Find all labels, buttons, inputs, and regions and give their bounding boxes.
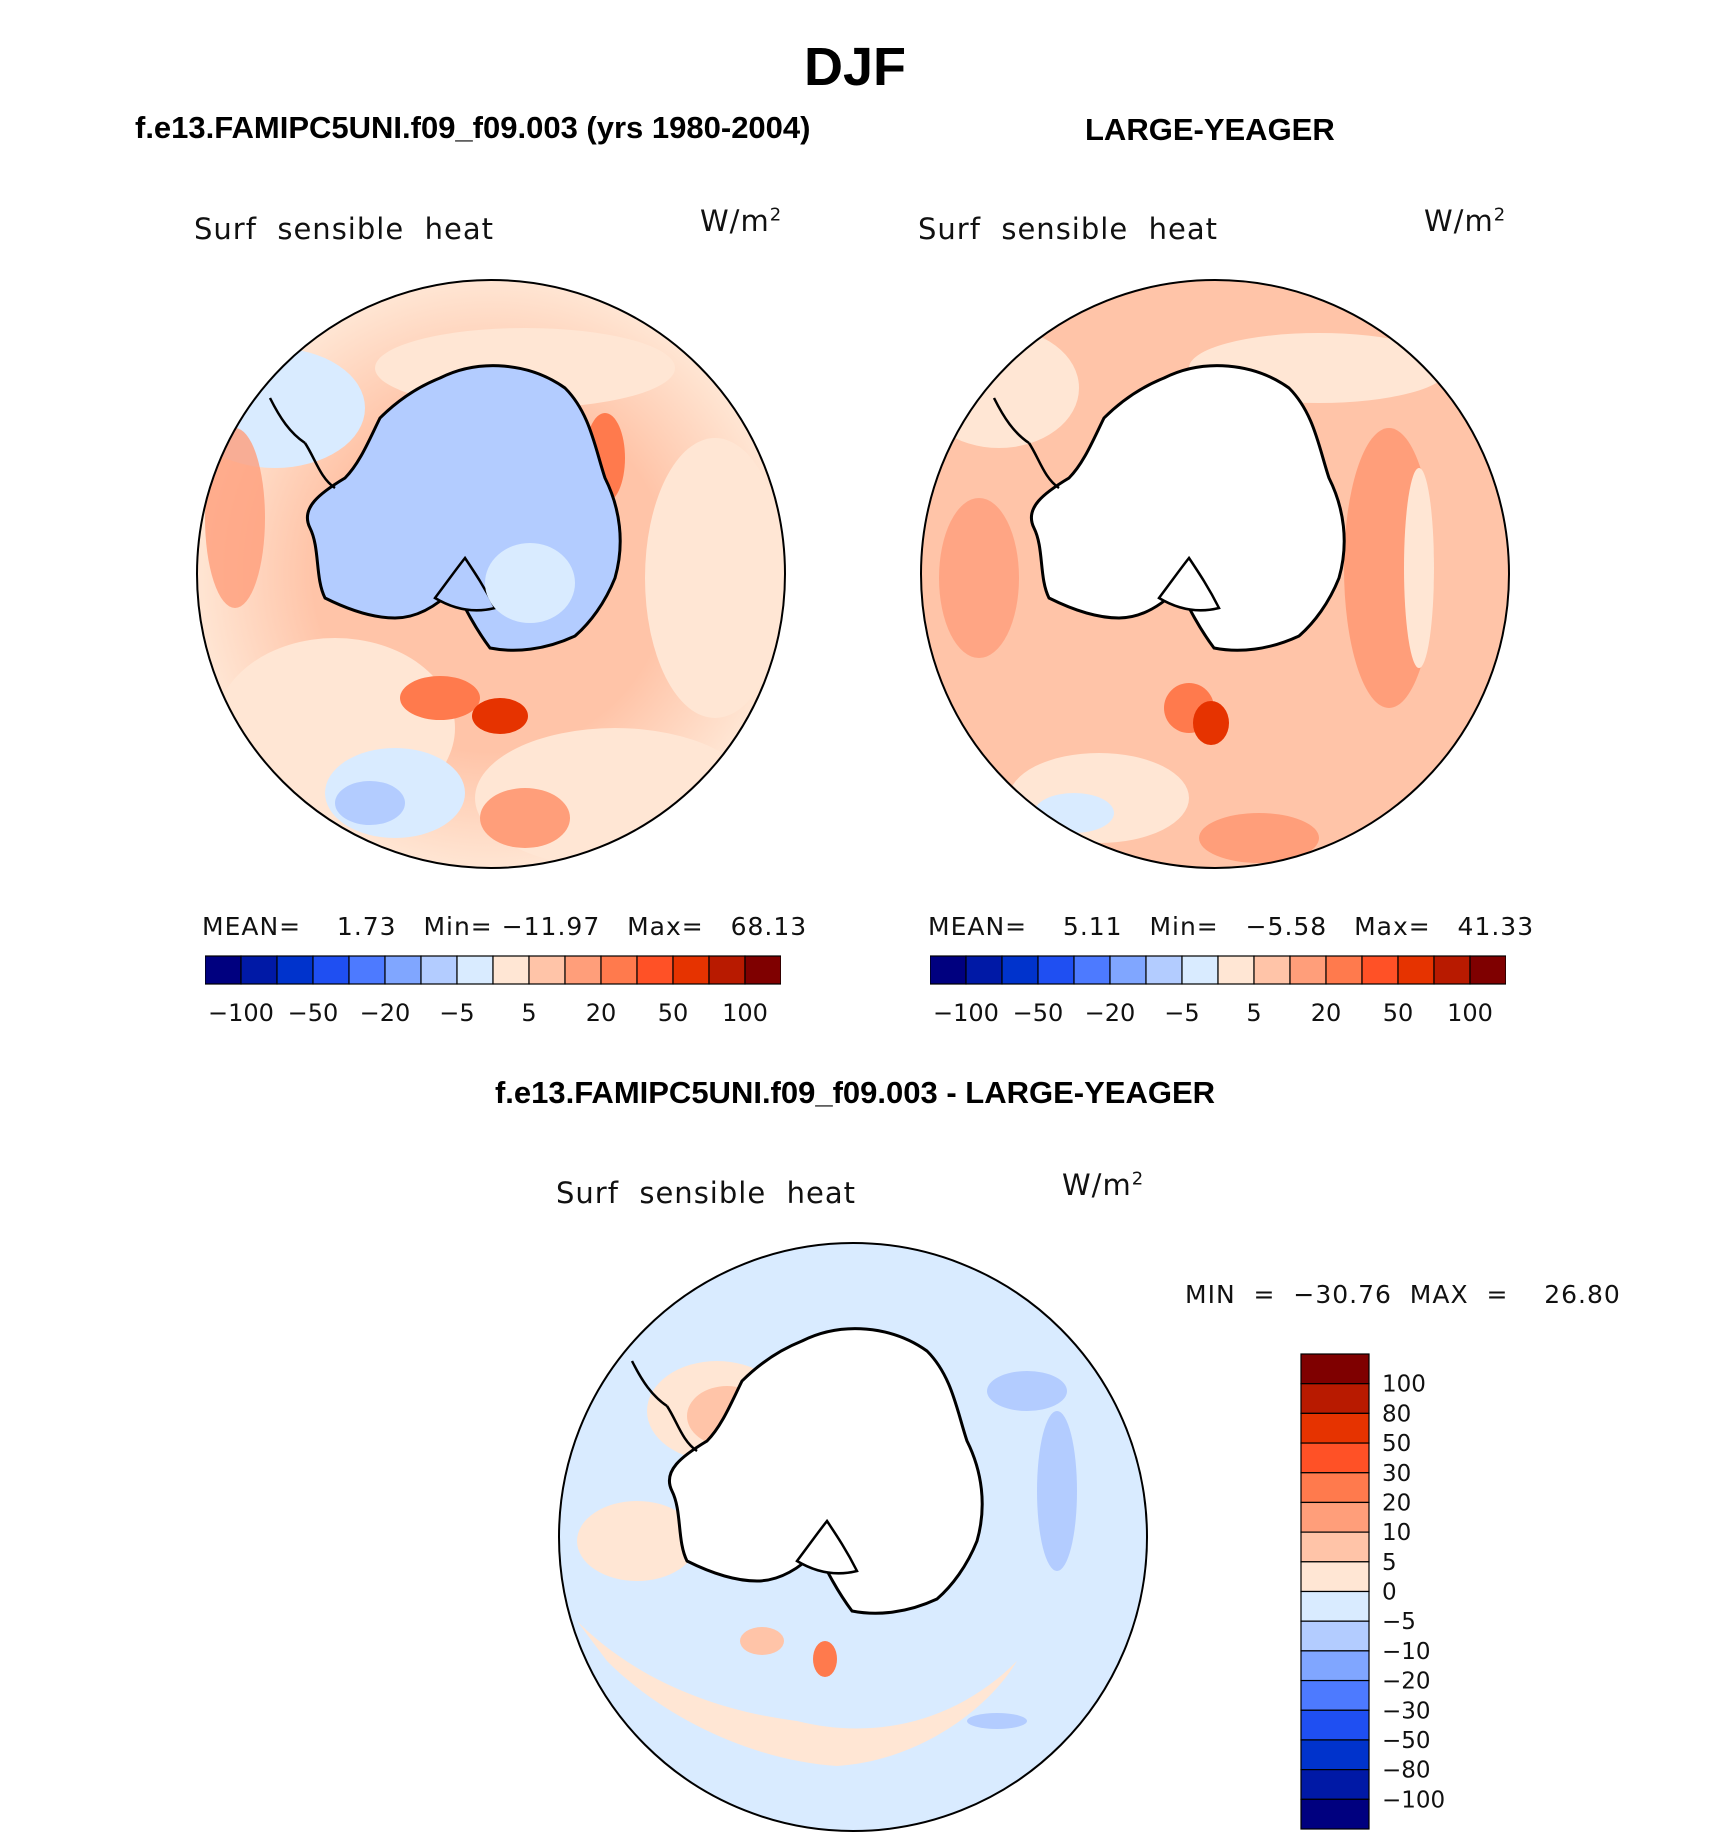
colorbar-tick-label: 30 <box>1382 1461 1411 1487</box>
colorbar-swatch <box>492 955 530 985</box>
map-stats: MEAN= 5.11 Min= −5.58 Max= 41.33 <box>928 912 1535 941</box>
polar-map-difference <box>558 1242 1148 1832</box>
colorbar-swatch <box>1001 955 1039 985</box>
colorbar-tick-label: −10 <box>1382 1639 1431 1665</box>
colorbar-tick-label: 5 <box>1382 1550 1397 1576</box>
polar-map-obs <box>920 279 1510 869</box>
colorbar-swatch <box>1300 1412 1370 1444</box>
colorbar-swatch <box>1300 1590 1370 1622</box>
colorbar-swatch <box>276 955 314 985</box>
colorbar-tick-label: 20 <box>1382 1490 1411 1516</box>
colorbar-swatch <box>744 955 781 985</box>
colorbar-tick-label: −50 <box>288 999 339 1027</box>
units-label: W/m2 <box>1062 1168 1145 1202</box>
colorbar-swatch <box>1433 955 1471 985</box>
colorbar-tick-label: 20 <box>586 999 617 1027</box>
colorbar-tick-label: 100 <box>1447 999 1493 1027</box>
colorbar-tick-label: 5 <box>1246 999 1261 1027</box>
colorbar-tick-label: 50 <box>658 999 689 1027</box>
colorbar-swatch <box>205 955 242 985</box>
colorbar-swatch <box>1300 1620 1370 1652</box>
colorbar-swatch <box>240 955 278 985</box>
colorbar-tick-label: 50 <box>1382 1431 1411 1457</box>
colorbar-tick-label: 5 <box>521 999 536 1027</box>
colorbar-swatch <box>1181 955 1219 985</box>
colorbar-tick-label: 20 <box>1311 999 1342 1027</box>
colorbar-swatch <box>1325 955 1363 985</box>
units-label: W/m2 <box>1424 204 1507 238</box>
colorbar-tick-label: 0 <box>1382 1580 1397 1606</box>
colorbar-swatch <box>1289 955 1327 985</box>
colorbar-tick-label: 10 <box>1382 1520 1411 1546</box>
colorbar-tick-label: −20 <box>1085 999 1136 1027</box>
colorbar-horizontal-model: −100 −50 −20 −5 5 20 50 100 <box>205 955 781 1027</box>
colorbar-swatch <box>1300 1798 1370 1830</box>
colorbar-swatch <box>1361 955 1399 985</box>
colorbar-tick-label: −50 <box>1013 999 1064 1027</box>
colorbar-tick-label: −5 <box>1382 1609 1416 1635</box>
colorbar-tick-label: −80 <box>1382 1758 1431 1784</box>
colorbar-swatch <box>312 955 350 985</box>
colorbar-swatch <box>965 955 1003 985</box>
colorbar-swatch <box>708 955 746 985</box>
colorbar-swatch <box>1300 1650 1370 1682</box>
colorbar-swatch <box>636 955 674 985</box>
colorbar-horizontal-obs: −100 −50 −20 −5 5 20 50 100 <box>930 955 1506 1027</box>
colorbar-swatch <box>1217 955 1255 985</box>
colorbar-swatch <box>600 955 638 985</box>
colorbar-swatch <box>1300 1561 1370 1593</box>
colorbar-swatch <box>420 955 458 985</box>
colorbar-tick-label: −5 <box>1164 999 1199 1027</box>
colorbar-swatch <box>1073 955 1111 985</box>
colorbar-tick-label: −100 <box>1382 1787 1445 1813</box>
colorbar-swatch <box>1037 955 1075 985</box>
colorbar-swatch <box>1300 1679 1370 1711</box>
colorbar-tick-label: 100 <box>1382 1372 1426 1398</box>
colorbar-swatch <box>528 955 566 985</box>
colorbar-swatch <box>1300 1383 1370 1414</box>
variable-label: Surf sensible heat <box>918 212 1218 246</box>
map-stats: MEAN= 1.73 Min= −11.97 Max= 68.13 <box>202 912 808 941</box>
units-label: W/m2 <box>700 204 783 238</box>
panel-title-obs: LARGE-YEAGER <box>1085 112 1335 147</box>
colorbar-swatch <box>1300 1739 1370 1771</box>
colorbar-swatch <box>1145 955 1183 985</box>
colorbar-swatch <box>1469 955 1506 985</box>
colorbar-swatch <box>1300 1472 1370 1504</box>
colorbar-swatch <box>1253 955 1291 985</box>
colorbar-swatch <box>930 955 967 985</box>
panel-title-difference: f.e13.FAMIPC5UNI.f09_f09.003 - LARGE-YEA… <box>494 1075 1216 1110</box>
colorbar-swatch <box>1300 1531 1370 1563</box>
colorbar-swatch <box>564 955 602 985</box>
colorbar-swatch <box>1300 1769 1370 1800</box>
colorbar-tick-label: 80 <box>1382 1401 1411 1427</box>
variable-label: Surf sensible heat <box>556 1176 856 1210</box>
variable-label: Surf sensible heat <box>194 212 494 246</box>
polar-map-model <box>196 279 786 869</box>
colorbar-tick-label: −30 <box>1382 1698 1431 1724</box>
colorbar-swatch <box>672 955 710 985</box>
colorbar-tick-label: −5 <box>439 999 474 1027</box>
colorbar-tick-label: 50 <box>1383 999 1414 1027</box>
colorbar-swatch <box>1300 1442 1370 1474</box>
colorbar-tick-label: −20 <box>1382 1669 1431 1695</box>
colorbar-tick-label: −100 <box>208 999 274 1027</box>
colorbar-swatch <box>348 955 386 985</box>
colorbar-tick-label: −50 <box>1382 1728 1431 1754</box>
colorbar-swatch <box>384 955 422 985</box>
colorbar-swatch <box>1300 1709 1370 1741</box>
map-stats: MIN = −30.76 MAX = 26.80 <box>1185 1280 1621 1309</box>
colorbar-swatch <box>456 955 494 985</box>
colorbar-swatch <box>1300 1353 1370 1385</box>
colorbar-swatch <box>1300 1501 1370 1533</box>
colorbar-tick-label: −20 <box>360 999 411 1027</box>
colorbar-swatch <box>1109 955 1147 985</box>
panel-title-model: f.e13.FAMIPC5UNI.f09_f09.003 (yrs 1980-2… <box>135 110 811 145</box>
page-title: DJF <box>803 37 906 97</box>
colorbar-tick-label: 100 <box>722 999 768 1027</box>
colorbar-swatch <box>1397 955 1435 985</box>
colorbar-tick-label: −100 <box>933 999 999 1027</box>
